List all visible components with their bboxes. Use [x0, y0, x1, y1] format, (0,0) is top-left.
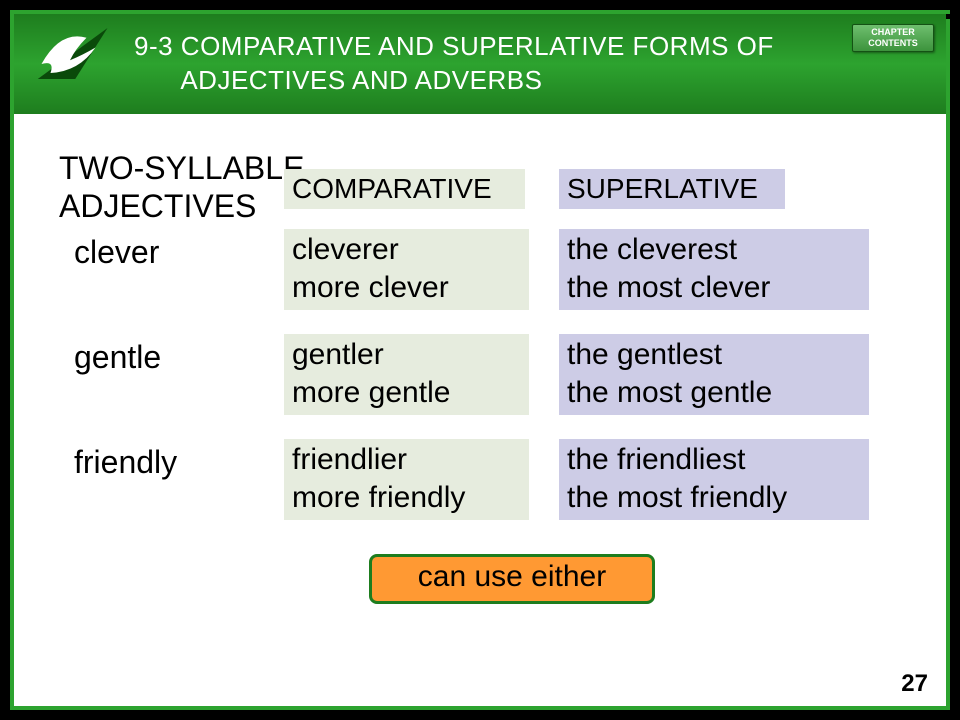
text: the most clever [567, 271, 770, 304]
footer-note-pill: can use either [369, 554, 655, 604]
column-header-superlative: SUPERLATIVE [559, 169, 785, 209]
column-header-comparative: COMPARATIVE [284, 169, 525, 209]
text: the gentlest [567, 338, 722, 371]
text: cleverer [292, 233, 399, 266]
slide-frame: 9-3 COMPARATIVE AND SUPERLATIVE FORMS OF… [10, 10, 950, 710]
text: the cleverest [567, 233, 737, 266]
text: friendlier [292, 443, 407, 476]
adjective-clever: clever [74, 234, 159, 271]
text: more clever [292, 271, 449, 304]
title-line-2: ADJECTIVES AND ADVERBS [180, 65, 542, 95]
page-number: 27 [901, 670, 928, 698]
cell-friendly-superlative: the friendliest the most friendly [559, 439, 869, 520]
adjective-friendly: friendly [74, 444, 177, 481]
text: the most friendly [567, 481, 787, 514]
chapter-contents-button[interactable]: CHAPTER CONTENTS [852, 24, 934, 52]
slide-title: 9-3 COMPARATIVE AND SUPERLATIVE FORMS OF… [134, 30, 774, 98]
text: more gentle [292, 376, 450, 409]
text: more friendly [292, 481, 465, 514]
cell-gentle-comparative: gentler more gentle [284, 334, 529, 415]
cell-gentle-superlative: the gentlest the most gentle [559, 334, 869, 415]
cell-clever-superlative: the cleverest the most clever [559, 229, 869, 310]
adjective-gentle: gentle [74, 339, 161, 376]
chapter-btn-line1: CHAPTER [871, 27, 915, 37]
text: gentler [292, 338, 384, 371]
content-area: TWO-SYLLABLE ADJECTIVES COMPARATIVE SUPE… [14, 114, 946, 226]
section-title-line1: TWO-SYLLABLE [59, 150, 304, 186]
chapter-btn-line2: CONTENTS [868, 38, 918, 48]
cell-clever-comparative: cleverer more clever [284, 229, 529, 310]
bird-icon [34, 19, 109, 94]
title-line-1: 9-3 COMPARATIVE AND SUPERLATIVE FORMS OF [134, 31, 774, 61]
header-bar: 9-3 COMPARATIVE AND SUPERLATIVE FORMS OF… [14, 14, 946, 114]
text: the friendliest [567, 443, 745, 476]
cell-friendly-comparative: friendlier more friendly [284, 439, 529, 520]
section-title-line2: ADJECTIVES [59, 188, 256, 224]
text: the most gentle [567, 376, 772, 409]
